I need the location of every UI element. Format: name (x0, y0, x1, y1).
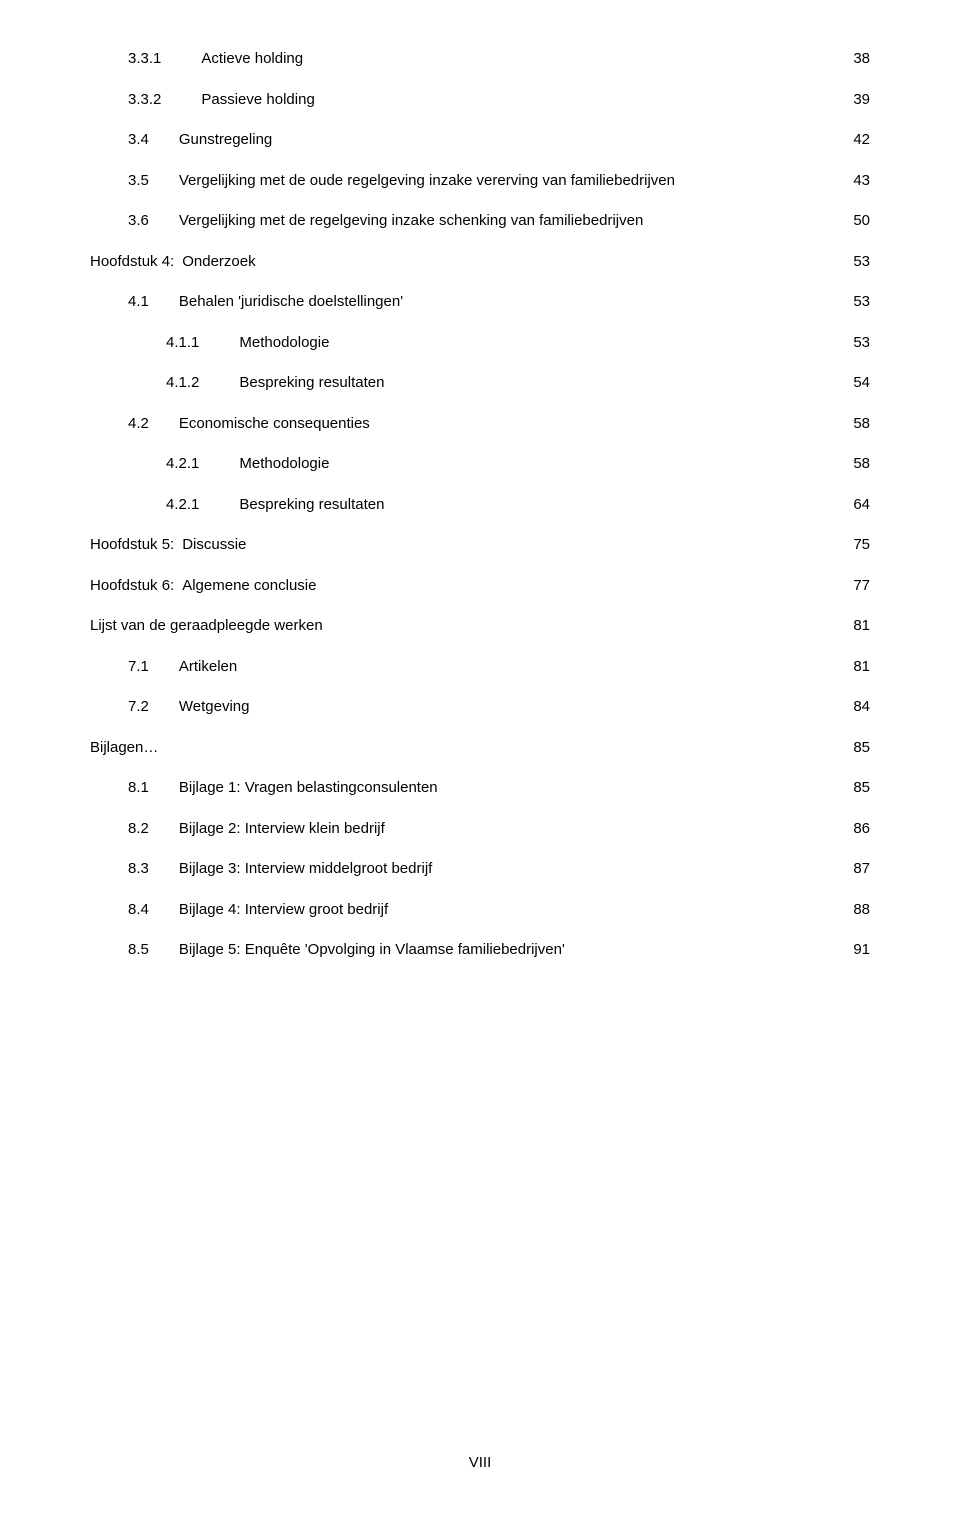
toc-entry-title: Bijlage 3: Interview middelgroot bedrijf (179, 858, 432, 881)
toc-entry-page: 42 (844, 129, 870, 152)
toc-entry-number: Bijlagen… (90, 737, 158, 760)
toc-row: 3.6 Vergelijking met de regelgeving inzak… (90, 210, 870, 233)
toc-entry-number: 8.5 (128, 939, 149, 962)
toc-entry-page: 84 (844, 696, 870, 719)
toc-entry-title: Passieve holding (201, 89, 314, 112)
toc-entry-number: 4.2 (128, 413, 149, 436)
toc-row: 7.1 Artikelen 81 (90, 656, 870, 679)
toc-entry-title: Bespreking resultaten (239, 372, 384, 395)
toc-entry-title: Vergelijking met de regelgeving inzake s… (179, 210, 643, 233)
toc-row: 3.5 Vergelijking met de oude regelgeving … (90, 170, 870, 193)
toc-entry-number: 3.3.1 (128, 48, 161, 71)
toc-entry-page: 43 (844, 170, 870, 193)
toc-entry-page: 50 (844, 210, 870, 233)
toc-entry-number: Hoofdstuk 4: (90, 251, 174, 274)
toc-entry-page: 53 (844, 291, 870, 314)
toc-row: 8.2 Bijlage 2: Interview klein bedrijf 86 (90, 818, 870, 841)
toc-row: Lijst van de geraadpleegde werken 81 (90, 615, 870, 638)
toc-row: 4.2 Economische consequenties 58 (90, 413, 870, 436)
toc-row: 4.1 Behalen 'juridische doelstellingen' 53 (90, 291, 870, 314)
toc-entry-page: 85 (844, 777, 870, 800)
toc-row: 4.2.1 Bespreking resultaten 64 (90, 494, 870, 517)
toc-entry-number: 7.1 (128, 656, 149, 679)
toc-entry-number: 4.2.1 (166, 453, 199, 476)
toc-entry-title: Gunstregeling (179, 129, 272, 152)
toc-row: 8.3 Bijlage 3: Interview middelgroot bedr… (90, 858, 870, 881)
toc-entry-title: Bespreking resultaten (239, 494, 384, 517)
toc-entry-number: 8.3 (128, 858, 149, 881)
toc-entry-page: 81 (844, 656, 870, 679)
toc-entry-page: 64 (844, 494, 870, 517)
page-number: VIII (0, 1454, 960, 1471)
toc-entry-title: Algemene conclusie (182, 575, 316, 598)
toc-entry-number: 4.1 (128, 291, 149, 314)
toc-entry-page: 39 (844, 89, 870, 112)
toc-row: Bijlagen… 85 (90, 737, 870, 760)
toc-entry-page: 75 (844, 534, 870, 557)
toc-row: 3.3.1 Actieve holding 38 (90, 48, 870, 71)
toc-entry-title: Actieve holding (201, 48, 303, 71)
toc-row: Hoofdstuk 5: Discussie 75 (90, 534, 870, 557)
toc-entry-title: Bijlage 2: Interview klein bedrijf (179, 818, 385, 841)
toc-entry-number: Lijst van de geraadpleegde werken (90, 615, 323, 638)
toc-row: Hoofdstuk 4: Onderzoek 53 (90, 251, 870, 274)
toc-row: 3.3.2 Passieve holding 39 (90, 89, 870, 112)
toc-entry-number: 3.3.2 (128, 89, 161, 112)
toc-entry-title: Discussie (182, 534, 246, 557)
toc-entry-page: 53 (844, 332, 870, 355)
toc-row: 3.4 Gunstregeling 42 (90, 129, 870, 152)
toc-entry-title: Methodologie (239, 332, 329, 355)
toc-entry-title: Vergelijking met de oude regelgeving inz… (179, 170, 675, 193)
toc-row: 8.5 Bijlage 5: Enquête 'Opvolging in Vlaa… (90, 939, 870, 962)
toc-entry-number: 8.1 (128, 777, 149, 800)
toc-entry-number: 8.2 (128, 818, 149, 841)
toc-entry-number: 3.6 (128, 210, 149, 233)
toc-entry-number: 4.2.1 (166, 494, 199, 517)
toc-entry-number: 7.2 (128, 696, 149, 719)
toc-entry-number: Hoofdstuk 6: (90, 575, 174, 598)
toc-row: 4.1.1 Methodologie 53 (90, 332, 870, 355)
toc-entry-page: 58 (844, 453, 870, 476)
toc-row: 4.2.1 Methodologie 58 (90, 453, 870, 476)
toc-row: 8.4 Bijlage 4: Interview groot bedrijf 88 (90, 899, 870, 922)
toc-entry-number: 3.5 (128, 170, 149, 193)
toc-entry-title: Artikelen (179, 656, 237, 679)
toc-entry-title: Economische consequenties (179, 413, 370, 436)
toc-entry-number: 8.4 (128, 899, 149, 922)
toc-entry-page: 77 (844, 575, 870, 598)
toc-entry-page: 81 (844, 615, 870, 638)
toc-row: 8.1 Bijlage 1: Vragen belastingconsulente… (90, 777, 870, 800)
toc-entry-title: Onderzoek (182, 251, 255, 274)
toc-entry-title: Bijlage 5: Enquête 'Opvolging in Vlaamse… (179, 939, 565, 962)
toc-entry-title: Bijlage 1: Vragen belastingconsulenten (179, 777, 438, 800)
toc-entry-title: Methodologie (239, 453, 329, 476)
toc-entry-page: 86 (844, 818, 870, 841)
toc-entry-number: 4.1.1 (166, 332, 199, 355)
toc-entry-page: 91 (844, 939, 870, 962)
toc-entry-number: 3.4 (128, 129, 149, 152)
toc-entry-page: 87 (844, 858, 870, 881)
toc-entry-title: Bijlage 4: Interview groot bedrijf (179, 899, 388, 922)
toc-row: 7.2 Wetgeving 84 (90, 696, 870, 719)
toc-entry-page: 85 (844, 737, 870, 760)
toc-row: Hoofdstuk 6: Algemene conclusie 77 (90, 575, 870, 598)
toc-entry-title: Behalen 'juridische doelstellingen' (179, 291, 403, 314)
toc-row: 4.1.2 Bespreking resultaten 54 (90, 372, 870, 395)
table-of-contents: 3.3.1 Actieve holding 38 3.3.2 Passieve hold… (90, 48, 870, 962)
toc-entry-number: 4.1.2 (166, 372, 199, 395)
toc-entry-page: 54 (844, 372, 870, 395)
toc-entry-page: 38 (844, 48, 870, 71)
toc-entry-page: 58 (844, 413, 870, 436)
toc-entry-page: 88 (844, 899, 870, 922)
toc-entry-number: Hoofdstuk 5: (90, 534, 174, 557)
toc-entry-page: 53 (844, 251, 870, 274)
toc-entry-title: Wetgeving (179, 696, 250, 719)
